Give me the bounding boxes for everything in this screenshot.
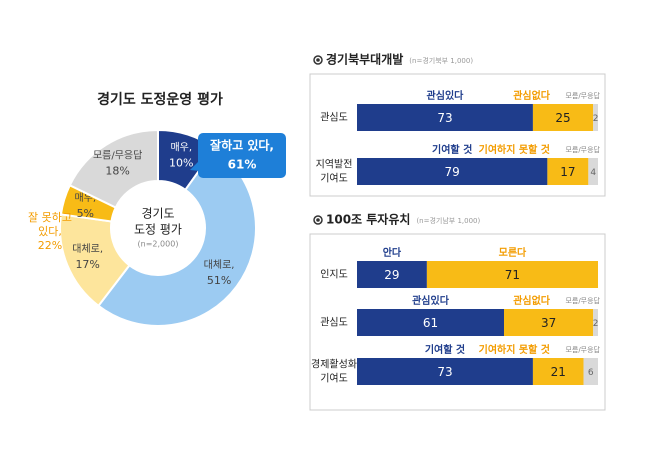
bar-value: 71 [505, 268, 520, 282]
section-box [309, 73, 606, 197]
bar-segment [357, 104, 533, 131]
bar-value: 2 [593, 319, 599, 329]
section-bullet [313, 215, 323, 225]
bar-segment [583, 358, 598, 385]
chart-title: 경기도 도정운영 평가 [97, 91, 223, 108]
bar-value: 21 [551, 365, 566, 379]
bar-segment [357, 309, 505, 336]
series-name: 기여하지 못할 것 [479, 143, 550, 156]
bar-segment [357, 358, 533, 385]
segment-value: 51% [207, 274, 231, 287]
segment-value: 5% [77, 207, 94, 220]
series-name: 관심있다 [427, 89, 465, 102]
section-bullet-dot [316, 58, 320, 62]
center-note: (n=2,000) [138, 240, 179, 249]
bar-value: 25 [555, 111, 570, 125]
bar-value: 2 [593, 114, 599, 124]
callout-text: 잘하고 있다, [210, 138, 274, 153]
series-name: 모름/무응답 [565, 145, 600, 154]
section-title: 경기북부대개발 [326, 52, 403, 67]
section-title: 100조 투자유치 [326, 212, 410, 227]
bar-segment [588, 158, 598, 185]
bar-value: 79 [445, 165, 460, 179]
row-label: 기여도 [320, 173, 348, 185]
row-label: 기여도 [320, 373, 348, 385]
row-label: 관심도 [320, 112, 348, 124]
callout-text: 있다, [38, 225, 62, 238]
callout-box [198, 133, 286, 178]
callout-pointer [190, 160, 210, 172]
segment-label: 대체로, [204, 259, 235, 271]
series-name: 기여하지 못할 것 [479, 343, 550, 356]
bar-value: 4 [590, 168, 596, 178]
series-name: 모른다 [499, 246, 527, 259]
bar-segment [532, 358, 584, 385]
series-name: 안다 [383, 246, 402, 259]
segment-label: 대체로, [72, 243, 103, 255]
callout-text: 61% [228, 158, 257, 172]
section-subtitle: (n=경기북부 1,000) [409, 56, 473, 65]
center-label: 경기도 [141, 207, 174, 221]
bar-segment [357, 158, 548, 185]
bar-value: 61 [423, 316, 438, 330]
series-name: 관심있다 [412, 294, 450, 307]
segment-label: 모름/무응답 [93, 150, 142, 162]
row-label: 관심도 [320, 317, 348, 329]
row-label: 경제활성화 [311, 358, 357, 371]
bar-segment [532, 104, 594, 131]
series-name: 모름/무응답 [565, 296, 600, 305]
donut-segment [68, 128, 159, 209]
series-name: 모름/무응답 [565, 345, 600, 354]
bar-value: 17 [560, 165, 575, 179]
bar-segment [504, 309, 594, 336]
section-bullet [313, 55, 323, 65]
section-box [309, 233, 606, 411]
bar-value: 6 [588, 368, 594, 378]
donut-segment [97, 146, 257, 327]
callout-text: 잘 못하고 [28, 210, 72, 224]
series-name: 관심없다 [513, 89, 551, 102]
segment-value: 18% [105, 165, 129, 178]
series-name: 관심없다 [513, 294, 551, 307]
bar-segment [426, 261, 598, 288]
bar-value: 29 [384, 268, 399, 282]
segment-label: 매우, [170, 142, 192, 154]
bar-value: 73 [437, 111, 452, 125]
bar-segment [593, 309, 598, 336]
row-label: 인지도 [320, 269, 348, 281]
section-subtitle: (n=경기남부 1,000) [416, 216, 480, 225]
bar-value: 37 [541, 316, 556, 330]
segment-value: 17% [75, 258, 99, 271]
section-bullet-dot [316, 218, 320, 222]
series-name: 모름/무응답 [565, 91, 600, 100]
series-name: 기여할 것 [425, 343, 465, 356]
segment-value: 10% [169, 157, 193, 170]
callout-text: 22% [38, 239, 62, 252]
series-name: 기여할 것 [432, 143, 472, 156]
bar-segment [547, 158, 589, 185]
row-label: 지역발전 [316, 159, 353, 171]
bar-value: 73 [437, 365, 452, 379]
bar-segment [593, 104, 598, 131]
bar-segment [357, 261, 427, 288]
center-label: 도정 평가 [134, 223, 182, 237]
